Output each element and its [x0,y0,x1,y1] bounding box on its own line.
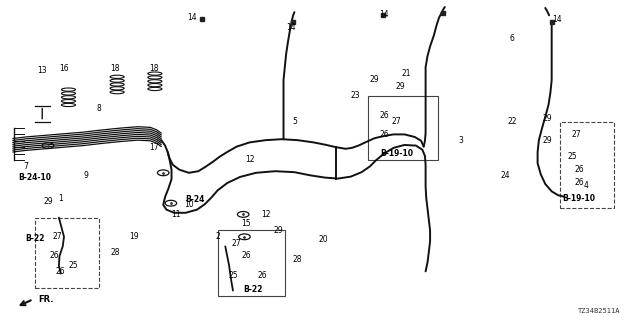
Bar [218,230,285,296]
Text: 23: 23 [350,92,360,100]
Text: 21: 21 [402,69,411,78]
Text: 25: 25 [68,261,79,270]
Text: B-19-10: B-19-10 [563,194,596,203]
Text: 5: 5 [292,117,297,126]
Text: 7: 7 [23,162,28,171]
Text: 15: 15 [241,220,252,228]
Text: 12: 12 [261,210,270,219]
Text: 13: 13 [36,66,47,75]
Text: 18: 18 [111,64,120,73]
Text: 14: 14 [187,13,197,22]
Text: 2: 2 [215,232,220,241]
Text: 3: 3 [458,136,463,145]
Text: 4: 4 [583,181,588,190]
Text: 29: 29 [542,114,552,123]
Text: 12: 12 [245,156,254,164]
Text: 17: 17 [148,143,159,152]
Text: 14: 14 [379,10,389,19]
Text: TZ34B2511A: TZ34B2511A [579,308,621,314]
Text: 29: 29 [542,136,552,145]
Text: 29: 29 [395,82,405,91]
Text: 29: 29 [273,226,284,235]
Text: 28: 28 [293,255,302,264]
Text: 22: 22 [508,117,516,126]
Text: B-19-10: B-19-10 [380,149,413,158]
Text: 29: 29 [369,76,380,84]
Text: 11: 11 [172,210,180,219]
Text: 26: 26 [56,268,66,276]
Text: 9: 9 [84,172,89,180]
Text: 6: 6 [509,34,515,43]
Text: B-24: B-24 [186,196,205,204]
Text: B-22: B-22 [243,285,262,294]
Text: 24: 24 [500,172,511,180]
Text: 27: 27 [232,239,242,248]
Text: B-22: B-22 [26,234,45,243]
Text: 10: 10 [184,200,194,209]
Text: 26: 26 [379,130,389,139]
Bar [368,96,438,160]
Text: 26: 26 [574,165,584,174]
Text: FR.: FR. [38,295,54,304]
Text: 25: 25 [228,271,239,280]
Text: 27: 27 [392,117,402,126]
Text: 1: 1 [58,194,63,203]
Text: 18: 18 [149,64,158,73]
Text: B-24-10: B-24-10 [19,173,52,182]
Text: 19: 19 [129,232,140,241]
Text: 8: 8 [97,104,102,113]
Text: 16: 16 [59,64,69,73]
Text: 14: 14 [286,23,296,32]
Text: 26: 26 [574,178,584,187]
Bar [560,122,614,208]
Text: 27: 27 [571,130,581,139]
Text: 14: 14 [552,15,562,24]
Text: 20: 20 [318,236,328,244]
Text: 26: 26 [49,252,60,260]
Text: 28: 28 [111,248,120,257]
Text: 26: 26 [379,111,389,120]
Text: 26: 26 [257,271,268,280]
Text: 27: 27 [52,232,63,241]
Bar [35,218,99,288]
Text: 29: 29 [43,197,53,206]
Text: 26: 26 [241,252,252,260]
Text: 25: 25 [568,152,578,161]
